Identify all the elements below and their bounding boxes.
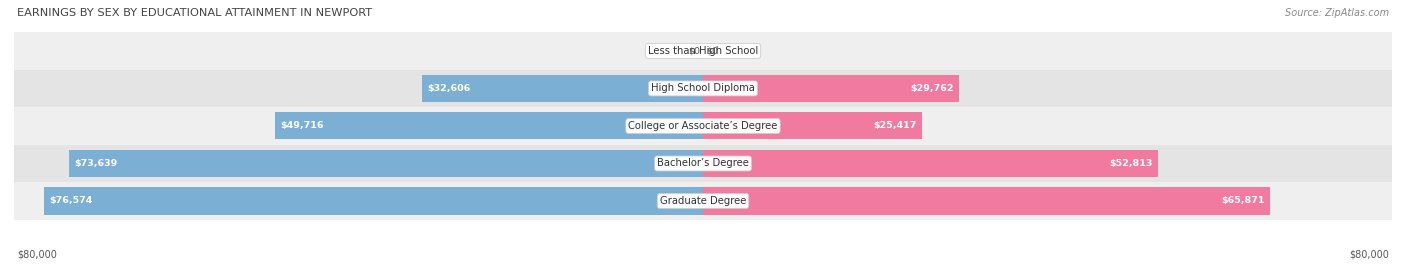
Bar (703, 188, 1270, 214)
Bar (14, 70, 1392, 107)
Text: $25,417: $25,417 (873, 121, 917, 131)
Bar (703, 113, 922, 139)
Text: Graduate Degree: Graduate Degree (659, 196, 747, 206)
Bar (422, 75, 703, 102)
Text: $76,574: $76,574 (49, 196, 93, 206)
Text: $80,000: $80,000 (17, 250, 56, 260)
Bar (44, 188, 703, 214)
Bar (14, 107, 1392, 145)
Text: High School Diploma: High School Diploma (651, 83, 755, 94)
Text: $73,639: $73,639 (75, 159, 118, 168)
Bar (274, 113, 703, 139)
Text: College or Associate’s Degree: College or Associate’s Degree (628, 121, 778, 131)
Text: $49,716: $49,716 (280, 121, 323, 131)
Bar (69, 150, 703, 177)
Legend: Male, Female: Male, Female (644, 266, 762, 268)
Text: EARNINGS BY SEX BY EDUCATIONAL ATTAINMENT IN NEWPORT: EARNINGS BY SEX BY EDUCATIONAL ATTAINMEN… (17, 8, 373, 18)
Text: $65,871: $65,871 (1222, 196, 1265, 206)
Text: $0: $0 (689, 46, 700, 55)
Bar (14, 182, 1392, 220)
Bar (703, 75, 959, 102)
Text: $52,813: $52,813 (1109, 159, 1153, 168)
Text: Source: ZipAtlas.com: Source: ZipAtlas.com (1285, 8, 1389, 18)
Bar (703, 150, 1157, 177)
Text: Bachelor’s Degree: Bachelor’s Degree (657, 158, 749, 169)
Text: $0: $0 (706, 46, 717, 55)
Text: $29,762: $29,762 (910, 84, 953, 93)
Bar (14, 32, 1392, 70)
Bar (14, 145, 1392, 182)
Text: $80,000: $80,000 (1350, 250, 1389, 260)
Text: $32,606: $32,606 (427, 84, 471, 93)
Text: Less than High School: Less than High School (648, 46, 758, 56)
